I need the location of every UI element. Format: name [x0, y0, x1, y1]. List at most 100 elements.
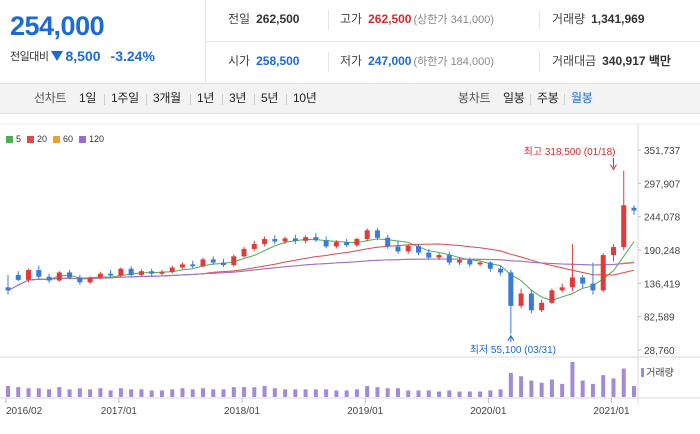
candle-body — [262, 239, 268, 244]
candle-body — [333, 242, 339, 247]
legend-swatch — [79, 135, 87, 143]
stat-label: 고가 — [340, 12, 363, 26]
stat-open: 시가 258,500 — [228, 42, 299, 84]
period-1w[interactable]: 1주일 — [111, 91, 139, 105]
candle-body — [200, 259, 206, 267]
volume-bar — [508, 372, 513, 397]
chart-legend: 5 20 60 120 — [6, 134, 110, 144]
period-3m[interactable]: 3개월 — [153, 91, 181, 105]
change-percent: -3.24% — [110, 48, 155, 64]
candle-body — [108, 273, 114, 276]
candle-body — [580, 277, 586, 284]
price-summary: 254,000 전일대비 8,500 -3.24% — [0, 0, 206, 84]
ma120-line — [7, 258, 635, 291]
candle-daily[interactable]: 일봉 — [503, 91, 525, 105]
stat-low: 저가 247,000 (하한가 184,000) — [340, 42, 494, 84]
volume-bar — [457, 391, 462, 397]
candle-weekly[interactable]: 주봉 — [537, 91, 559, 105]
volume-bar — [344, 390, 349, 397]
volume-bar — [211, 389, 216, 397]
candle-body — [77, 277, 83, 283]
candle-chart-label: 봉차트 — [458, 91, 491, 105]
candle-body — [467, 260, 473, 265]
volume-bar — [375, 387, 380, 397]
line-chart-label: 선차트 — [34, 91, 67, 105]
x-tick-label: 2017/01 — [101, 406, 138, 417]
chart-toolbar: 선차트 1일 1주일 3개월 1년 3년 5년 10년 봉차트 일봉 주봉 월봉 — [0, 84, 700, 114]
candle-body — [559, 287, 565, 291]
volume-bar — [437, 391, 442, 397]
volume-bar — [549, 379, 554, 397]
low-annotation: 최저 55,100 (03/31) — [470, 344, 556, 356]
volume-bar — [98, 388, 103, 397]
current-price: 254,000 — [10, 11, 105, 41]
candle-body — [313, 237, 319, 241]
divider — [254, 94, 255, 105]
price-change: 전일대비 8,500 -3.24% — [10, 48, 205, 64]
volume-bar — [498, 389, 503, 397]
stat-label: 전일 — [228, 12, 251, 26]
candle-body — [364, 230, 370, 240]
divider — [286, 94, 287, 105]
volume-bar — [190, 389, 195, 397]
candle-body — [344, 242, 350, 246]
divider — [328, 10, 329, 30]
ma20-line — [7, 243, 635, 291]
period-10y[interactable]: 10년 — [293, 91, 317, 105]
y-tick-label: 136,419 — [644, 279, 681, 290]
candle-body — [405, 245, 411, 252]
candle-monthly[interactable]: 월봉 — [571, 91, 593, 105]
divider — [530, 94, 531, 105]
candle-body — [590, 283, 596, 291]
candle-body — [210, 259, 216, 263]
period-1y[interactable]: 1년 — [197, 91, 215, 105]
volume-bar — [118, 388, 123, 397]
stat-label: 거래량 — [552, 12, 586, 26]
period-5y[interactable]: 5년 — [261, 91, 279, 105]
volume-bar — [416, 390, 421, 397]
candle-body — [67, 272, 73, 278]
candle-body — [446, 255, 452, 263]
legend-swatch — [53, 135, 61, 143]
y-tick-label: 244,078 — [644, 213, 681, 224]
stat-value: 258,500 — [256, 54, 300, 68]
candle-body — [169, 267, 175, 272]
volume-bar — [560, 383, 565, 397]
candle-body — [457, 260, 463, 263]
candle-body — [179, 264, 185, 268]
stat-value: 1,341,969 — [591, 12, 645, 26]
volume-bar — [478, 391, 483, 397]
divider — [328, 52, 329, 72]
legend-swatch — [6, 135, 13, 143]
stat-value: 247,000 — [368, 54, 412, 68]
candle-body — [251, 243, 257, 249]
x-tick-label: 2019/01 — [347, 406, 384, 417]
stock-chart[interactable]: 351,737 297,907 244,078 190,248 136,419 82,58… — [0, 114, 700, 434]
volume-bar — [77, 388, 82, 397]
candle-body — [395, 246, 401, 252]
high-annotation: 최고 318,500 (01/18) — [524, 146, 616, 158]
period-3y[interactable]: 3년 — [229, 91, 247, 105]
candle-body — [303, 237, 309, 241]
candle-body — [26, 269, 32, 280]
stat-prev-close: 전일 262,500 — [228, 0, 299, 42]
y-tick-label: 28,760 — [644, 346, 675, 357]
volume-bar — [488, 390, 493, 397]
candle-body — [385, 237, 391, 247]
volume-bar — [611, 378, 616, 397]
volume-bar — [519, 376, 524, 397]
candle-body — [118, 268, 124, 276]
volume-bar — [67, 389, 72, 397]
x-tick-label: 2018/01 — [224, 406, 261, 417]
volume-bar — [385, 388, 390, 397]
x-tick-label: 2021/01 — [593, 406, 630, 417]
candle-body — [46, 276, 52, 281]
candle-body — [426, 252, 432, 258]
volume-bar — [180, 388, 185, 397]
volume-bar — [313, 389, 318, 397]
candle-body — [354, 239, 360, 246]
candle-body — [610, 247, 616, 256]
legend-label: 60 — [63, 134, 74, 144]
period-1d[interactable]: 1일 — [79, 91, 97, 105]
volume-bar — [252, 387, 257, 397]
